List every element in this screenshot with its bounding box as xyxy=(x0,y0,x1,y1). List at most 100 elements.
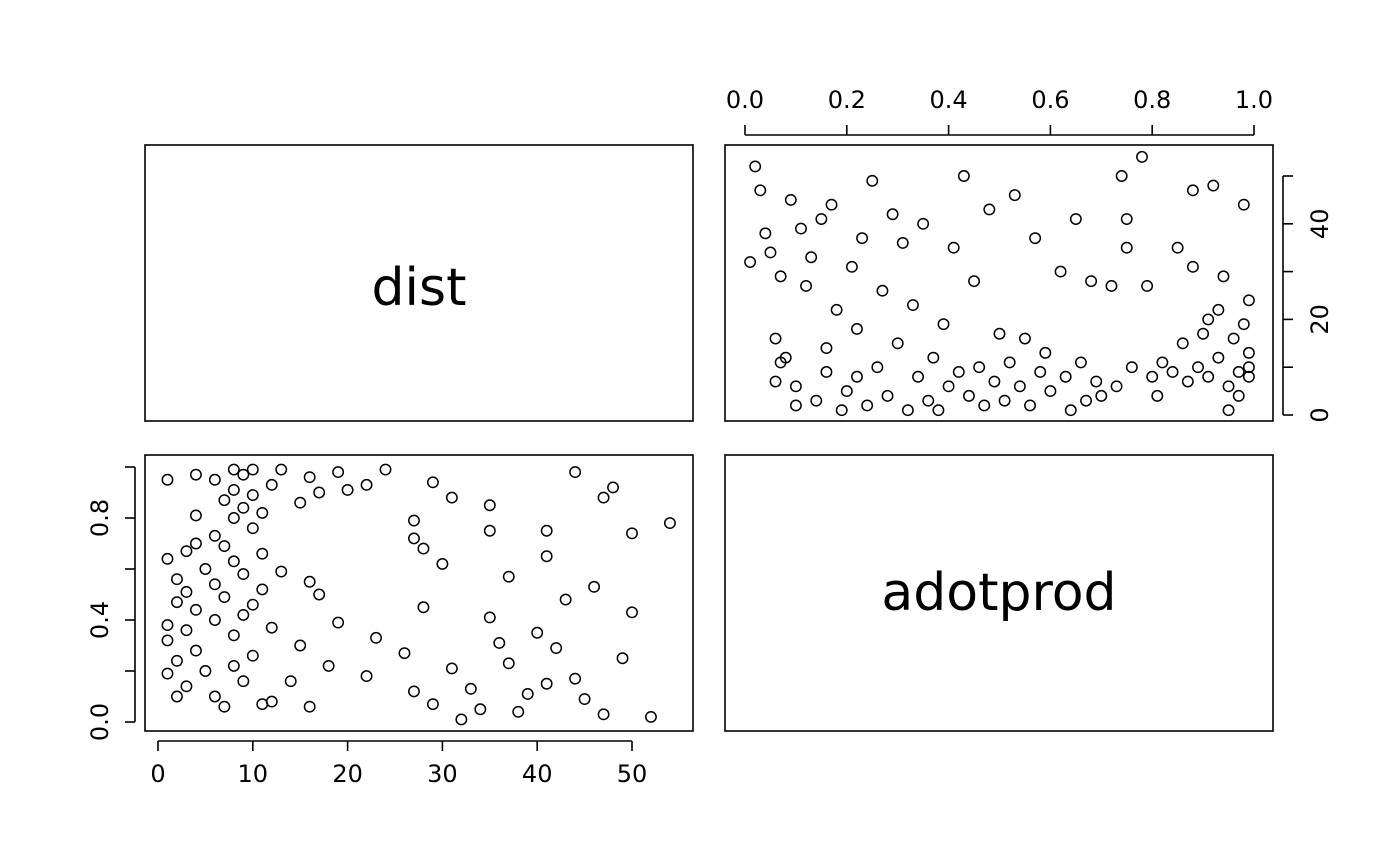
scatter-point xyxy=(208,614,221,626)
scatter-point xyxy=(227,555,240,568)
scatter-point xyxy=(189,468,202,481)
scatter-point xyxy=(744,256,757,268)
scatter-point xyxy=(237,675,250,688)
scatter-point xyxy=(569,466,582,479)
scatter-point xyxy=(597,491,610,504)
scatter-point xyxy=(303,700,316,713)
scatter-point xyxy=(464,682,477,695)
scatter-point xyxy=(189,537,202,550)
scatter-point xyxy=(1181,375,1194,388)
scatter-point xyxy=(1080,394,1092,407)
scatter-point xyxy=(483,611,496,624)
scatter-point xyxy=(1227,332,1240,345)
panel-scatter-top-right xyxy=(724,144,1274,422)
scatter-point xyxy=(1232,366,1245,378)
scatter-point xyxy=(445,662,458,675)
tick-label-bottom: 10 xyxy=(238,760,269,788)
scatter-point xyxy=(256,583,269,596)
scatter-point xyxy=(1105,279,1118,292)
scatter-point xyxy=(502,657,515,670)
scatter-point xyxy=(968,275,980,288)
scatter-point xyxy=(1115,170,1128,182)
tick-label-bottom: 30 xyxy=(427,760,458,788)
scatter-point xyxy=(227,629,240,642)
scatter-point xyxy=(597,708,610,721)
scatter-point xyxy=(256,506,269,519)
scatter-point xyxy=(1242,370,1255,383)
scatter-point xyxy=(578,693,591,705)
scatter-point xyxy=(626,527,638,540)
scatter-point xyxy=(161,619,174,632)
scatter-point xyxy=(1146,370,1159,383)
scatter-point xyxy=(616,652,629,665)
scatter-point xyxy=(1120,213,1133,225)
variable-label-adotprod: adotprod xyxy=(881,563,1116,623)
scatter-point xyxy=(820,366,833,378)
scatter-point xyxy=(275,565,288,578)
scatter-point xyxy=(993,327,1006,340)
scatter-point xyxy=(512,705,525,718)
scatter-point xyxy=(1034,366,1047,378)
scatter-point xyxy=(227,463,240,476)
scatter-point xyxy=(540,524,553,537)
scatter-point xyxy=(208,529,221,542)
scatter-point xyxy=(1202,370,1215,383)
scatter-point xyxy=(810,394,823,407)
scatter-point xyxy=(1222,404,1235,417)
scatter-point xyxy=(1029,232,1042,245)
scatter-point xyxy=(835,404,848,417)
scatter-point xyxy=(1237,318,1250,331)
scatter-point xyxy=(1212,303,1225,316)
scatter-point xyxy=(445,491,458,504)
scatter-point xyxy=(237,568,250,581)
panel-scatter-bottom-left xyxy=(144,454,694,732)
scatter-point xyxy=(208,578,221,591)
scatter-point xyxy=(983,203,996,216)
scatter-point xyxy=(417,542,430,555)
scatter-point xyxy=(978,399,991,412)
scatter-point xyxy=(963,389,975,402)
scatter-point xyxy=(789,380,802,393)
scatter-point xyxy=(237,608,250,621)
scatter-point xyxy=(1242,294,1255,307)
scatter-point xyxy=(189,644,202,657)
scatter-point xyxy=(830,303,843,316)
tick-label-left: 0.8 xyxy=(86,499,114,537)
scatter-point xyxy=(227,484,240,496)
scatter-point xyxy=(1120,241,1133,254)
scatter-point xyxy=(1166,366,1179,378)
scatter-point xyxy=(1207,179,1220,192)
scatter-point xyxy=(161,473,174,486)
scatter-point xyxy=(886,208,899,221)
scatter-point xyxy=(1013,380,1026,393)
scatter-point xyxy=(769,375,782,388)
scatter-point xyxy=(303,575,316,588)
scatter-point xyxy=(180,680,193,693)
scatter-point xyxy=(1212,351,1225,364)
scatter-point xyxy=(246,463,259,476)
scatter-point xyxy=(455,713,468,726)
scatter-point xyxy=(845,260,858,273)
scatter-point xyxy=(294,496,307,509)
scatter-point xyxy=(1176,337,1189,350)
scatter-point xyxy=(1069,213,1082,225)
scatter-point xyxy=(1008,189,1021,202)
scatter-point xyxy=(1237,198,1250,211)
scatter-point xyxy=(1054,265,1067,278)
scatter-point xyxy=(626,606,638,619)
scatter-point xyxy=(540,550,553,563)
scatter-point xyxy=(569,672,582,685)
scatter-point xyxy=(973,361,986,374)
scatter-point xyxy=(917,217,930,230)
scatter-point xyxy=(795,222,807,235)
scatter-point xyxy=(1136,150,1148,163)
tick-label-bottom: 0 xyxy=(150,760,165,788)
scatter-point xyxy=(208,690,221,703)
points-top-right xyxy=(744,150,1255,417)
scatter-point xyxy=(1217,270,1230,283)
scatter-point xyxy=(171,573,183,586)
scatter-point xyxy=(851,370,863,383)
scatter-point xyxy=(189,603,202,616)
scatter-point xyxy=(313,588,326,601)
